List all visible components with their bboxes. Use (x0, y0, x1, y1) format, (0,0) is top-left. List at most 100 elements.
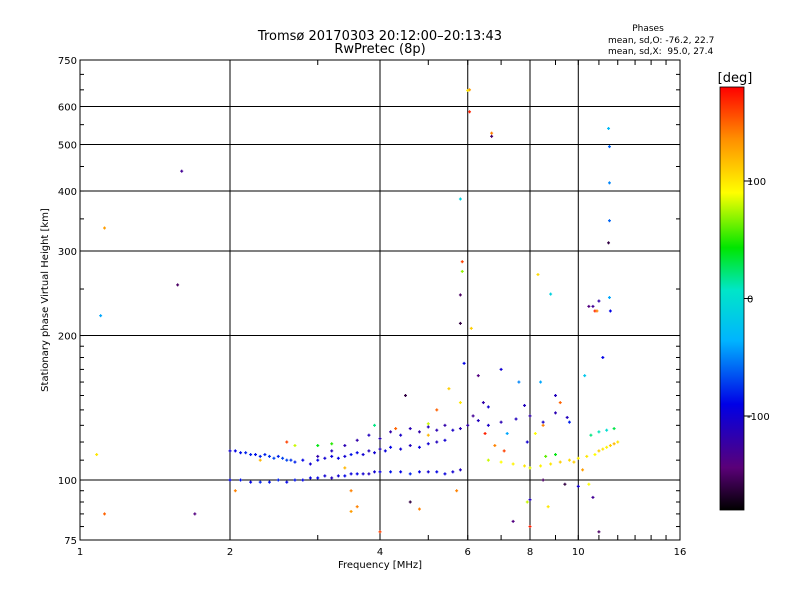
data-point (378, 447, 382, 451)
data-point (417, 470, 421, 474)
data-point (435, 470, 439, 474)
colorbar-tick-label: -100 (747, 412, 770, 423)
data-point (525, 440, 529, 444)
data-points (95, 88, 620, 534)
data-point (378, 437, 382, 441)
data-point (323, 456, 327, 460)
data-point (528, 466, 532, 470)
data-point (361, 453, 365, 457)
data-point (499, 420, 503, 424)
data-point (267, 480, 271, 484)
data-point (330, 476, 334, 480)
data-point (355, 451, 359, 455)
x-tick-label: 8 (527, 547, 533, 558)
data-point (435, 428, 439, 432)
data-point (373, 470, 377, 474)
data-point (567, 420, 571, 424)
data-point (435, 408, 439, 412)
data-point (435, 440, 439, 444)
data-point (576, 484, 580, 488)
data-point (426, 433, 430, 437)
data-point (343, 444, 347, 448)
data-point (553, 411, 557, 415)
data-point (355, 438, 359, 442)
data-point (605, 428, 609, 432)
data-point (612, 427, 616, 431)
data-point (589, 433, 593, 437)
data-point (263, 453, 267, 457)
y-tick-label: 600 (58, 103, 77, 114)
grid-layer (80, 60, 680, 540)
data-point (483, 432, 487, 436)
data-point (549, 292, 553, 296)
data-point (349, 472, 353, 476)
data-point (607, 181, 611, 185)
data-point (276, 454, 280, 458)
data-point (373, 451, 377, 455)
data-point (399, 470, 403, 474)
data-point (468, 88, 472, 92)
data-point (612, 442, 616, 446)
data-point (481, 401, 485, 405)
data-point (336, 456, 340, 460)
data-point (476, 419, 480, 423)
data-point (285, 440, 289, 444)
data-point (373, 423, 377, 427)
data-point (330, 449, 334, 453)
data-point (462, 361, 466, 365)
colorbar-tick-label: 100 (747, 177, 766, 188)
data-point (469, 326, 473, 330)
data-point (595, 309, 599, 313)
data-point (403, 394, 407, 398)
data-point (486, 405, 490, 409)
y-tick-label: 200 (58, 332, 77, 343)
data-point (471, 414, 475, 418)
data-point (544, 454, 548, 458)
data-point (468, 110, 472, 114)
data-point (476, 374, 480, 378)
data-point (323, 474, 327, 478)
data-point (539, 464, 543, 468)
data-point (383, 449, 387, 453)
data-point (301, 458, 305, 462)
data-point (455, 489, 459, 493)
data-point (253, 453, 257, 457)
data-point (367, 472, 371, 476)
data-point (285, 480, 289, 484)
data-point (233, 449, 237, 453)
data-point (517, 380, 521, 384)
data-point (228, 449, 232, 453)
data-point (180, 169, 184, 173)
data-point (539, 380, 543, 384)
data-point (458, 468, 462, 472)
data-point (576, 456, 580, 460)
data-point (505, 432, 509, 436)
data-point (490, 131, 494, 135)
data-point (528, 414, 532, 418)
data-point (258, 480, 262, 484)
data-point (361, 472, 365, 476)
data-point (607, 126, 611, 130)
data-point (426, 422, 430, 426)
data-point (343, 474, 347, 478)
data-point (451, 428, 455, 432)
data-point (378, 530, 382, 534)
x-axis-label: Frequency [MHz] (338, 560, 422, 571)
data-point (499, 367, 503, 371)
data-point (572, 460, 576, 464)
data-point (233, 489, 237, 493)
data-point (565, 415, 569, 419)
data-point (103, 226, 107, 230)
data-point (355, 505, 359, 509)
data-point (378, 470, 382, 474)
y-tick-label: 300 (58, 247, 77, 258)
data-point (316, 476, 320, 480)
data-point (443, 472, 447, 476)
data-point (316, 458, 320, 462)
colorbar (719, 86, 745, 511)
data-point (460, 260, 464, 264)
y-tick-label: 100 (58, 476, 77, 487)
data-point (249, 453, 253, 457)
